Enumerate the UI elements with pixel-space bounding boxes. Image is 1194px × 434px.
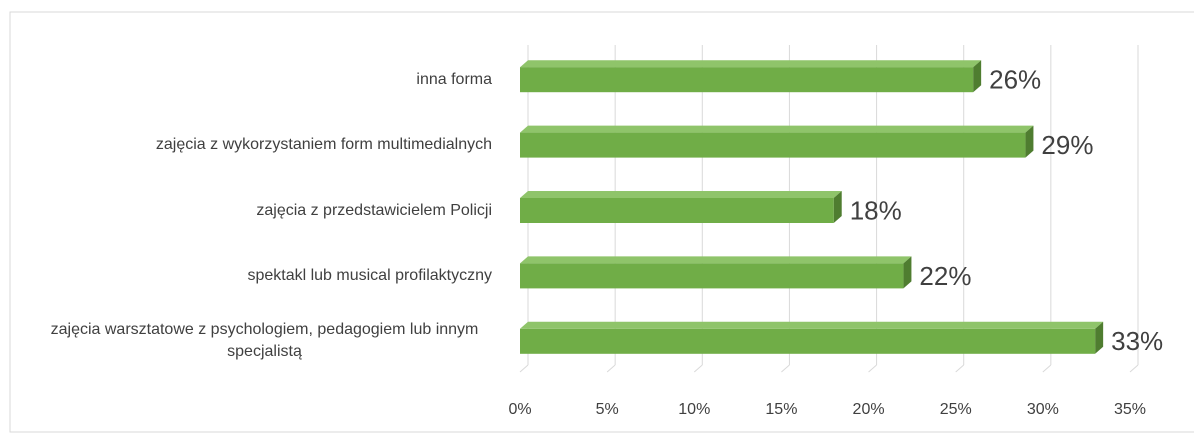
category-label: spektakl lub musical profilaktyczny — [247, 266, 492, 284]
x-tick-label: 0% — [508, 401, 531, 418]
bar-top — [520, 125, 1034, 133]
bar-front — [520, 198, 834, 223]
grid-floor-line — [1129, 364, 1139, 373]
data-label: 18% — [850, 195, 902, 225]
bar — [520, 125, 1034, 158]
bar-side — [903, 256, 912, 289]
category-label: zajęcia z wykorzystaniem form multimedia… — [155, 136, 492, 154]
grid-floor-line — [606, 364, 616, 373]
bar-top — [520, 60, 982, 68]
x-tick-label: 35% — [1114, 401, 1146, 418]
category-label: zajęcia z przedstawicielem Policji — [256, 201, 492, 219]
bar-front — [520, 263, 904, 289]
x-tick-label: 5% — [596, 401, 619, 418]
x-tick-label: 30% — [1027, 401, 1059, 418]
x-tick-label: 20% — [853, 401, 885, 418]
bar-top — [520, 191, 842, 198]
bar-side — [1095, 321, 1104, 354]
x-tick-label: 15% — [765, 401, 797, 418]
grid-floor-line — [955, 364, 965, 373]
category-label: zajęcia warsztatowe z psychologiem, peda… — [50, 321, 479, 361]
grid-floor-line — [868, 364, 877, 373]
bar-top — [520, 256, 912, 264]
bar-side — [1025, 125, 1034, 158]
bar — [520, 256, 912, 289]
bar-front — [520, 328, 1096, 354]
grid-floor-line — [693, 364, 703, 373]
bar-side — [973, 60, 982, 93]
data-label: 29% — [1041, 130, 1093, 160]
grid-floor-line — [519, 364, 529, 373]
x-tick-label: 10% — [678, 401, 710, 418]
grid-floor-line — [781, 364, 790, 373]
bar-top — [520, 321, 1104, 329]
bar-front — [520, 132, 1026, 158]
category-label: inna forma — [416, 70, 492, 88]
data-label: 26% — [989, 65, 1041, 95]
bar-front — [520, 67, 974, 93]
data-label: 33% — [1111, 326, 1163, 356]
x-tick-label: 25% — [940, 401, 972, 418]
bar — [520, 321, 1104, 354]
bar — [520, 191, 842, 223]
bar — [520, 60, 982, 93]
bar-side — [833, 191, 842, 223]
data-label: 22% — [919, 261, 971, 291]
grid-floor-line — [1042, 364, 1052, 373]
